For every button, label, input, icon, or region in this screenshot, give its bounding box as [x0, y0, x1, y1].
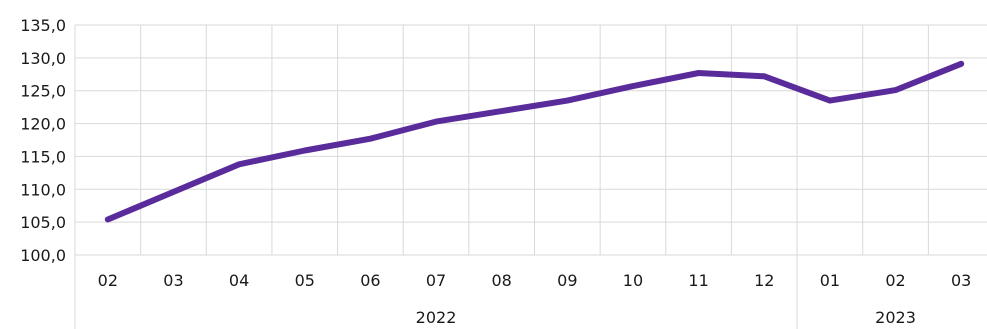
y-tick-label: 130,0	[20, 49, 66, 68]
x-tick-label: 02	[98, 271, 118, 290]
y-tick-label: 120,0	[20, 115, 66, 134]
x-tick-label: 02	[885, 271, 905, 290]
y-axis-ticks: 100,0 105,0 110,0 115,0 120,0 125,0 130,0 135,0	[20, 16, 66, 265]
x-tick-label: 03	[951, 271, 971, 290]
y-tick-label: 115,0	[20, 147, 66, 166]
x-tick-label: 10	[623, 271, 643, 290]
x-tick-label: 07	[426, 271, 446, 290]
series-layer	[104, 60, 965, 223]
x-tick-label: 09	[557, 271, 577, 290]
x-axis-ticks: 02 03 04 05 06 07 08 09 10 11 12 01 02 03	[98, 271, 972, 290]
year-label: 2022	[416, 308, 457, 327]
x-tick-label: 06	[360, 271, 380, 290]
x-tick-label: 04	[229, 271, 249, 290]
x-axis-year-groups: 2022 2023	[74, 255, 916, 329]
x-tick-label: 11	[688, 271, 708, 290]
x-tick-label: 03	[163, 271, 183, 290]
series-line	[104, 60, 965, 223]
x-tick-label: 08	[491, 271, 511, 290]
x-tick-label: 12	[754, 271, 774, 290]
y-tick-label: 100,0	[20, 246, 66, 265]
y-tick-label: 110,0	[20, 180, 66, 199]
x-tick-label: 05	[295, 271, 315, 290]
year-label: 2023	[875, 308, 916, 327]
y-tick-label: 125,0	[20, 82, 66, 101]
x-tick-label: 01	[820, 271, 840, 290]
y-tick-label: 135,0	[20, 16, 66, 35]
grid-lines	[74, 24, 987, 256]
y-tick-label: 105,0	[20, 213, 66, 232]
